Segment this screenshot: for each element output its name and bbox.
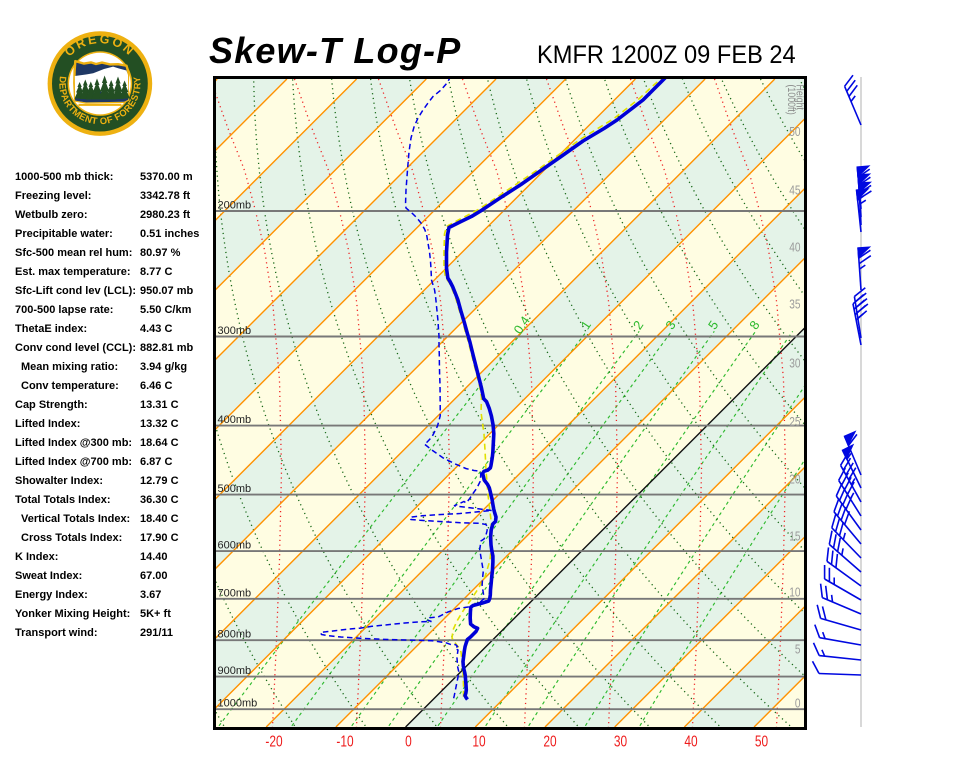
svg-text:40: 40 (684, 733, 698, 750)
svg-text:Height: Height (793, 85, 805, 111)
svg-text:35: 35 (789, 297, 800, 311)
svg-text:50: 50 (755, 733, 769, 750)
svg-text:400mb: 400mb (218, 414, 252, 426)
svg-text:30: 30 (614, 733, 628, 750)
svg-text:30: 30 (789, 356, 801, 370)
svg-text:20: 20 (543, 733, 557, 750)
svg-text:900mb: 900mb (218, 665, 252, 677)
svg-text:-10: -10 (336, 733, 354, 750)
svg-text:5: 5 (795, 642, 801, 656)
svg-text:40: 40 (789, 240, 801, 254)
svg-text:0: 0 (795, 696, 801, 710)
svg-text:500mb: 500mb (218, 483, 252, 495)
svg-text:600mb: 600mb (218, 540, 252, 552)
svg-text:15: 15 (789, 529, 800, 543)
svg-text:300mb: 300mb (218, 325, 252, 337)
svg-text:50: 50 (789, 125, 801, 139)
svg-text:-20: -20 (265, 733, 283, 750)
svg-text:700mb: 700mb (218, 587, 252, 599)
svg-text:10: 10 (472, 733, 486, 750)
svg-text:1000mb: 1000mb (218, 698, 258, 710)
svg-text:25: 25 (789, 415, 800, 429)
svg-text:20: 20 (789, 472, 801, 486)
svg-text:10: 10 (789, 585, 801, 599)
svg-text:200mb: 200mb (218, 200, 252, 212)
svg-text:800mb: 800mb (218, 629, 252, 641)
svg-text:0: 0 (405, 733, 412, 750)
svg-text:45: 45 (789, 183, 800, 197)
svg-text:(1000ft): (1000ft) (785, 85, 797, 115)
